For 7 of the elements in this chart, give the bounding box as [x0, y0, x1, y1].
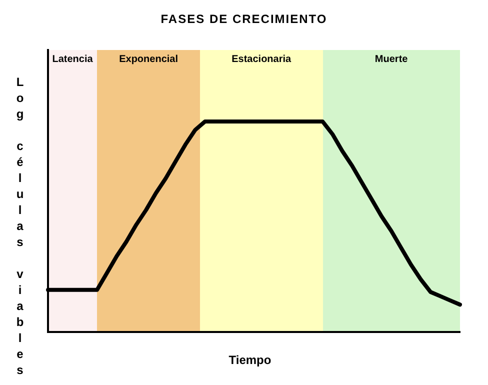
text: Latencia: [51, 54, 94, 65]
text: Exponencial: [118, 54, 179, 65]
x-axis-title: Tiempo: [228, 353, 272, 367]
chart-title: FASES DE CRECIMIENTO: [160, 12, 328, 26]
text: Muerte: [374, 54, 409, 65]
text: Estacionaria: [230, 54, 292, 65]
text: Log células viables: [16, 75, 24, 377]
